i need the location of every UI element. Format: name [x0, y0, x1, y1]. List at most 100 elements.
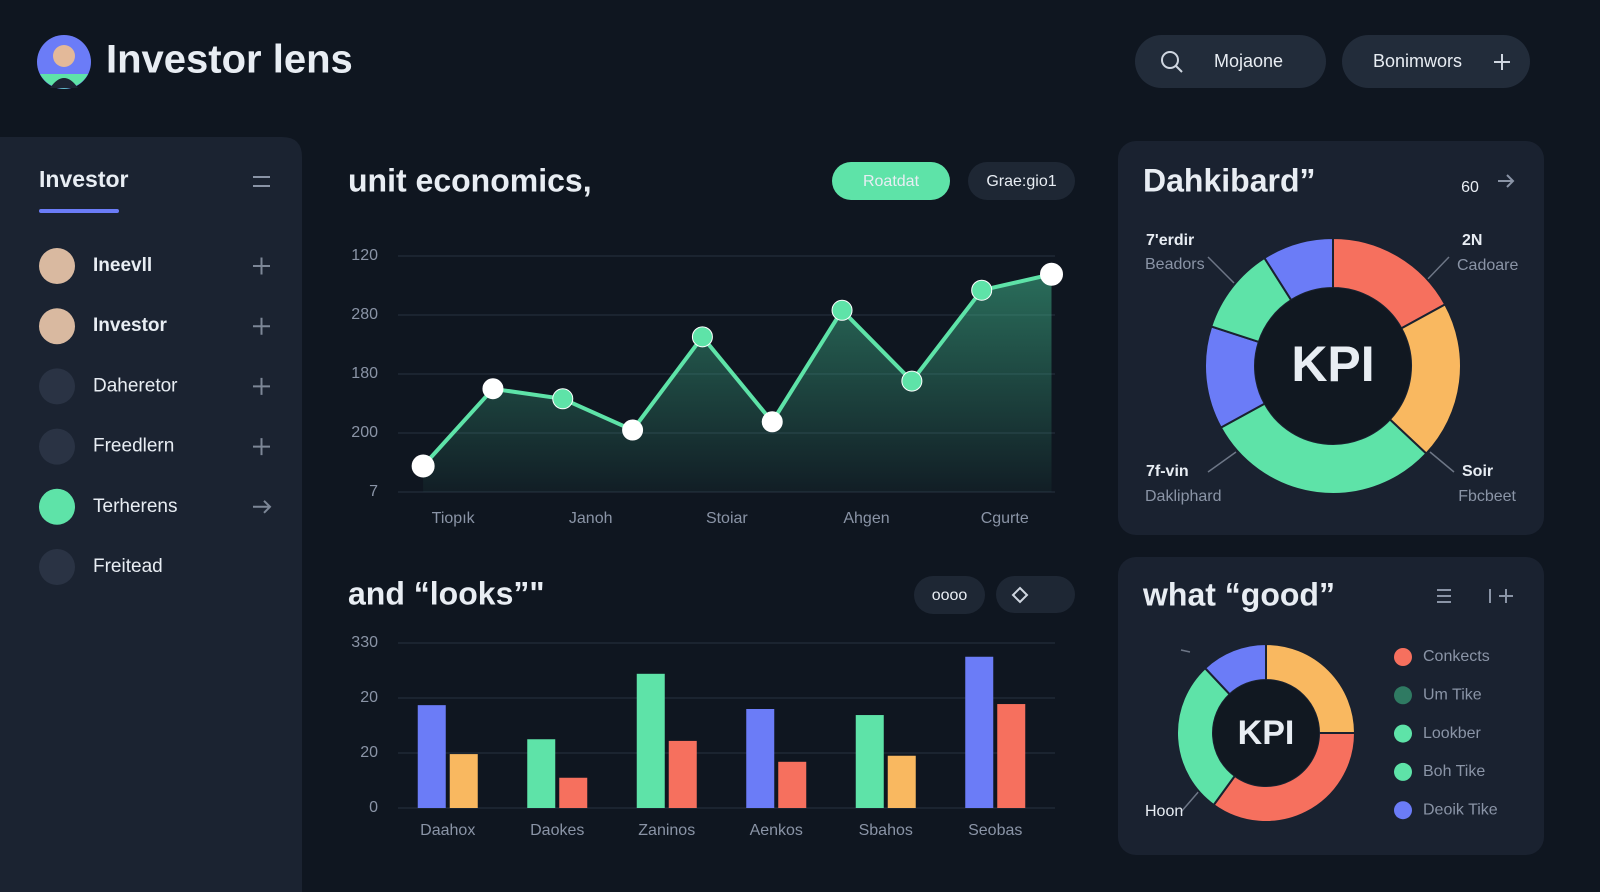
bar — [636, 673, 665, 808]
item-icon — [39, 549, 75, 585]
sidebar-item[interactable]: Freitead — [93, 556, 163, 577]
y-tick-label: 120 — [351, 247, 378, 264]
legend-label: Conkects — [1423, 648, 1490, 665]
legend-label: Um Tike — [1423, 687, 1482, 704]
donut-hole — [1255, 288, 1411, 444]
panel-title: and “looks”" — [348, 575, 545, 611]
annotation-sub: Dakliphard — [1145, 488, 1221, 505]
bar — [449, 754, 478, 808]
x-tick-label: Sbahos — [859, 822, 913, 839]
bar — [855, 715, 884, 808]
annotation: 7f-vin — [1146, 463, 1189, 480]
leader-line — [1180, 256, 1455, 813]
item-icon — [39, 248, 75, 284]
plus-icon — [1494, 54, 1510, 70]
bar — [997, 704, 1026, 808]
arrow-icon — [253, 500, 272, 514]
point — [411, 454, 435, 478]
legend-marker — [1394, 686, 1412, 705]
y-tick-label: 330 — [351, 634, 378, 651]
x-tick-label: Ahgen — [843, 510, 889, 527]
y-tick-label: 20 — [360, 744, 378, 761]
header-button-text: Bonimwors — [1373, 51, 1462, 71]
x-tick-label: Daahox — [420, 822, 475, 839]
annotation: 7'erdir — [1146, 232, 1194, 249]
panel-icons[interactable] — [1437, 589, 1513, 603]
arrow-icon[interactable] — [1498, 174, 1515, 188]
bar — [668, 740, 697, 808]
panel-button-text: Roatdat — [863, 173, 920, 190]
annotation: Hoon — [1145, 803, 1183, 820]
search-text: Mojaone — [1214, 51, 1283, 71]
point — [901, 370, 923, 392]
area — [423, 274, 1052, 492]
line — [421, 272, 1052, 468]
y-tick-label: 20 — [360, 689, 378, 706]
point — [691, 326, 713, 348]
sidebar-item[interactable]: Terherens — [93, 496, 178, 517]
menu-icon[interactable] — [253, 176, 270, 187]
panel-icon — [1011, 586, 1029, 604]
bar — [887, 755, 916, 808]
panel-button[interactable] — [968, 162, 1075, 200]
center-label: KPI — [1238, 714, 1295, 752]
search-box[interactable] — [1135, 35, 1326, 88]
bar — [746, 709, 775, 808]
sidebar-items: Ineevll Investor Daheretor Freedlern Terhere… — [39, 248, 272, 585]
plus-icon — [253, 438, 270, 456]
x-tick-label: Tiopık — [432, 510, 476, 527]
point — [831, 299, 853, 321]
point — [761, 411, 783, 433]
plus-icon — [253, 257, 270, 275]
y-tick-label: 180 — [351, 365, 378, 382]
panel-button-text: Grae:gio1 — [986, 173, 1056, 190]
search-icon — [1161, 51, 1179, 69]
y-tick-label: 7 — [369, 483, 378, 500]
legend-marker — [1394, 724, 1412, 743]
sidebar-item[interactable]: Ineevll — [93, 255, 152, 276]
panel-button[interactable] — [914, 576, 985, 614]
x-tick-label: Seobas — [968, 822, 1022, 839]
plus-icon — [253, 317, 270, 335]
x-tick-label: Cgurte — [981, 510, 1029, 527]
y-tick-label: 200 — [351, 424, 378, 441]
item-icon — [39, 368, 75, 405]
legend-marker — [1394, 801, 1412, 820]
x-tick-label: Janoh — [569, 510, 613, 527]
sidebar-title: Investor — [39, 166, 129, 192]
sidebar-item[interactable]: Daheretor — [93, 375, 178, 396]
app-title: Investor lens — [106, 38, 353, 82]
header-button[interactable] — [1342, 35, 1530, 88]
bar — [527, 739, 556, 808]
legend-marker — [1394, 648, 1412, 666]
sidebar — [0, 137, 302, 892]
panel-button[interactable] — [832, 162, 950, 200]
bar — [559, 777, 588, 808]
panel-title: Dahkibard” — [1143, 162, 1315, 198]
sidebar-item[interactable]: Investor — [93, 315, 168, 336]
legend-label: Deoik Tike — [1423, 801, 1498, 818]
sidebar-item[interactable]: Freedlern — [93, 436, 174, 457]
point — [1040, 262, 1064, 286]
annotation: 2N — [1462, 232, 1482, 249]
center-label: KPI — [1291, 336, 1374, 392]
legend-label: Boh Tike — [1423, 763, 1485, 780]
x-tick-label: Daokes — [530, 822, 584, 839]
point — [971, 279, 993, 301]
panel-button[interactable] — [996, 576, 1075, 613]
donut-hole — [1213, 680, 1319, 786]
x-tick-label: Aenkos — [750, 822, 803, 839]
annotation: Soir — [1462, 463, 1493, 480]
item-icon — [39, 308, 75, 345]
tab-underline — [39, 209, 119, 213]
item-icon — [39, 428, 75, 465]
annotation-sub: Beadors — [1145, 256, 1205, 273]
plus-icon — [253, 377, 270, 395]
item-icon — [39, 488, 75, 525]
annotation-sub: Fbcbeet — [1458, 488, 1516, 505]
avatar-face — [53, 45, 75, 67]
bar — [417, 705, 446, 808]
legend-label: Lookber — [1423, 725, 1481, 742]
